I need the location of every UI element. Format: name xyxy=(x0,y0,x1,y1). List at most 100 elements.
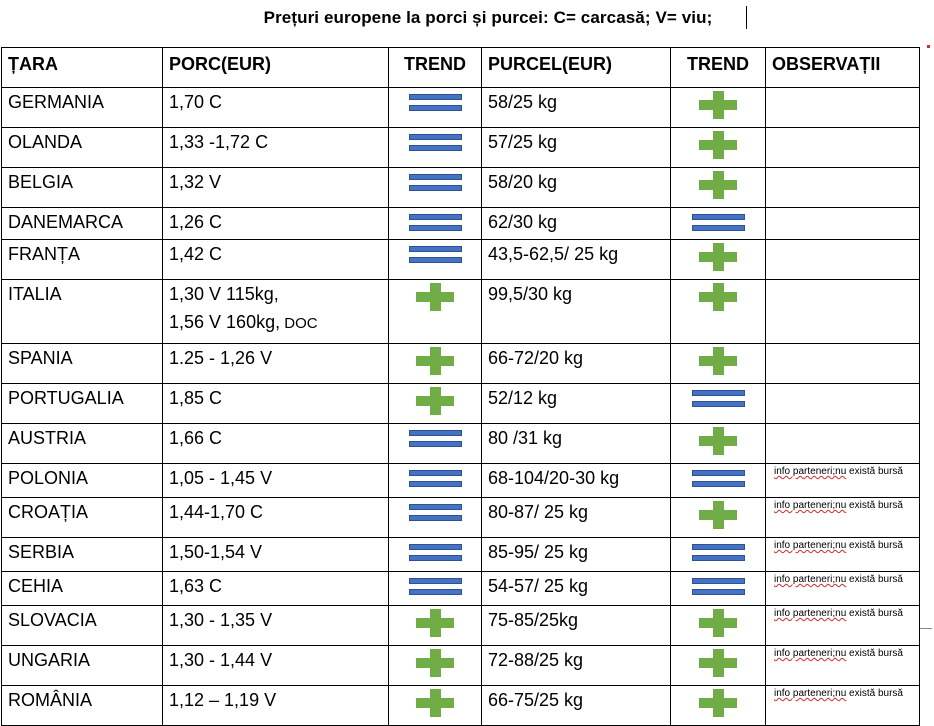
table-row: CROAȚIA 1,44-1,70 C 80-87/ 25 kg info parte… xyxy=(1,497,920,538)
equal-icon xyxy=(408,470,462,487)
notes-cell xyxy=(765,239,920,280)
table-resize-handle[interactable] xyxy=(919,628,932,637)
trend-cell xyxy=(670,685,766,726)
table-row: DANEMARCA 1,26 C 62/30 kg xyxy=(1,207,920,240)
table-row: ROMÂNIA 1,12 – 1,19 V 66-75/25 kg info part… xyxy=(1,685,920,726)
trend-cell xyxy=(388,685,482,726)
pig-price-text: 1,30 V 115kg, xyxy=(169,284,279,304)
country-cell: DANEMARCA xyxy=(1,207,163,240)
pig-price-cell: 1,66 C xyxy=(162,423,389,464)
trend-cell xyxy=(670,605,766,646)
trend-cell xyxy=(388,343,482,384)
piglet-price-cell: 43,5-62,5/ 25 kg xyxy=(481,239,671,280)
pig-price-cell: 1,44-1,70 C xyxy=(162,497,389,538)
notes-text-a: info parteneri;nu xyxy=(774,574,847,585)
country-cell: CROAȚIA xyxy=(1,497,163,538)
plus-icon xyxy=(699,91,737,119)
notes-cell xyxy=(765,167,920,208)
table-row: OLANDA 1,33 -1,72 C 57/25 kg xyxy=(1,127,920,168)
country-cell: GERMANIA xyxy=(1,87,163,128)
trend-cell xyxy=(388,279,482,344)
pig-price-cell: 1,12 – 1,19 V xyxy=(162,685,389,726)
notes-cell xyxy=(765,207,920,240)
trend-cell xyxy=(388,127,482,168)
table-row: ITALIA 1,30 V 115kg, 1,56 V 160kg, DOC 99,5… xyxy=(1,279,920,344)
pig-price-line2-main: 1,56 V 160kg, xyxy=(169,312,281,332)
piglet-price-cell: 62/30 kg xyxy=(481,207,671,240)
pig-price-text: 1,42 C xyxy=(169,244,223,264)
trend-cell xyxy=(670,127,766,168)
edit-marker xyxy=(927,45,930,48)
trend-cell xyxy=(388,423,482,464)
table-row: PORTUGALIA 1,85 C 52/12 kg xyxy=(1,383,920,424)
trend-cell xyxy=(670,383,766,424)
pig-price-text: 1,12 – 1,19 V xyxy=(169,690,277,710)
plus-icon xyxy=(699,609,737,637)
header-notes: OBSERVAȚII xyxy=(765,47,920,88)
table-row: SPANIA 1.25 - 1,26 V 66-72/20 kg xyxy=(1,343,920,384)
country-cell: ROMÂNIA xyxy=(1,685,163,726)
trend-cell xyxy=(388,605,482,646)
equal-icon xyxy=(691,214,745,231)
piglet-price-cell: 75-85/25kg xyxy=(481,605,671,646)
equal-icon xyxy=(408,246,462,263)
plus-icon xyxy=(416,347,454,375)
trend-cell xyxy=(388,167,482,208)
plus-icon xyxy=(699,283,737,311)
plus-icon xyxy=(699,347,737,375)
notes-text-a: info parteneri;nu xyxy=(774,466,847,477)
text-cursor xyxy=(746,6,747,29)
notes-text-b: există bursă xyxy=(846,574,903,585)
pig-price-cell: 1,42 C xyxy=(162,239,389,280)
piglet-price-cell: 99,5/30 kg xyxy=(481,279,671,344)
plus-icon xyxy=(699,689,737,717)
table-row: CEHIA 1,63 C 54-57/ 25 kg info parteneri;nu… xyxy=(1,571,920,606)
pig-price-cell: 1,70 C xyxy=(162,87,389,128)
table-row: SLOVACIA 1,30 - 1,35 V 75-85/25kg info part… xyxy=(1,605,920,646)
country-cell: CEHIA xyxy=(1,571,163,606)
notes-text-b: există bursă xyxy=(846,688,903,699)
country-cell: SLOVACIA xyxy=(1,605,163,646)
pig-price-cell: 1,63 C xyxy=(162,571,389,606)
piglet-price-cell: 58/20 kg xyxy=(481,167,671,208)
notes-cell xyxy=(765,423,920,464)
equal-icon xyxy=(408,504,462,521)
piglet-price-cell: 54-57/ 25 kg xyxy=(481,571,671,606)
notes-cell: info parteneri;nu există bursă xyxy=(765,537,920,572)
equal-icon xyxy=(408,430,462,447)
header-country: ȚARA xyxy=(1,47,163,88)
notes-text-a: info parteneri;nu xyxy=(774,688,847,699)
piglet-price-cell: 58/25 kg xyxy=(481,87,671,128)
pig-price-text: 1,70 C xyxy=(169,92,223,112)
pig-price-text: 1,44-1,70 C xyxy=(169,502,264,522)
pig-price-cell: 1,30 - 1,35 V xyxy=(162,605,389,646)
piglet-price-cell: 57/25 kg xyxy=(481,127,671,168)
pig-price-cell: 1,26 C xyxy=(162,207,389,240)
page-title: Prețuri europene la porci și purcei: C= … xyxy=(263,8,713,27)
trend-cell xyxy=(388,645,482,686)
pig-price-cell: 1,50-1,54 V xyxy=(162,537,389,572)
pig-price-text: 1,63 C xyxy=(169,576,223,596)
trend-cell xyxy=(670,463,766,498)
country-cell: SERBIA xyxy=(1,537,163,572)
notes-cell xyxy=(765,87,920,128)
plus-icon xyxy=(699,243,737,271)
pig-price-line2-note: DOC xyxy=(280,315,318,332)
piglet-price-cell: 72-88/25 kg xyxy=(481,645,671,686)
header-pig-trend: TREND xyxy=(388,47,482,88)
pig-price-text: 1,05 - 1,45 V xyxy=(169,468,273,488)
price-table: ȚARA PORC(EUR) TREND PURCEL(EUR) TREND O… xyxy=(1,47,920,726)
trend-cell xyxy=(388,383,482,424)
plus-icon xyxy=(416,609,454,637)
trend-cell xyxy=(670,87,766,128)
table-row: UNGARIA 1,30 - 1,44 V 72-88/25 kg info part… xyxy=(1,645,920,686)
plus-icon xyxy=(416,283,454,311)
pig-price-cell: 1,33 -1,72 C xyxy=(162,127,389,168)
notes-cell: info parteneri;nu există bursă xyxy=(765,645,920,686)
country-cell: BELGIA xyxy=(1,167,163,208)
trend-cell xyxy=(670,423,766,464)
notes-text-a: info parteneri;nu xyxy=(774,648,847,659)
trend-cell xyxy=(670,279,766,344)
trend-cell xyxy=(388,571,482,606)
table-row: FRANȚA 1,42 C 43,5-62,5/ 25 kg xyxy=(1,239,920,280)
